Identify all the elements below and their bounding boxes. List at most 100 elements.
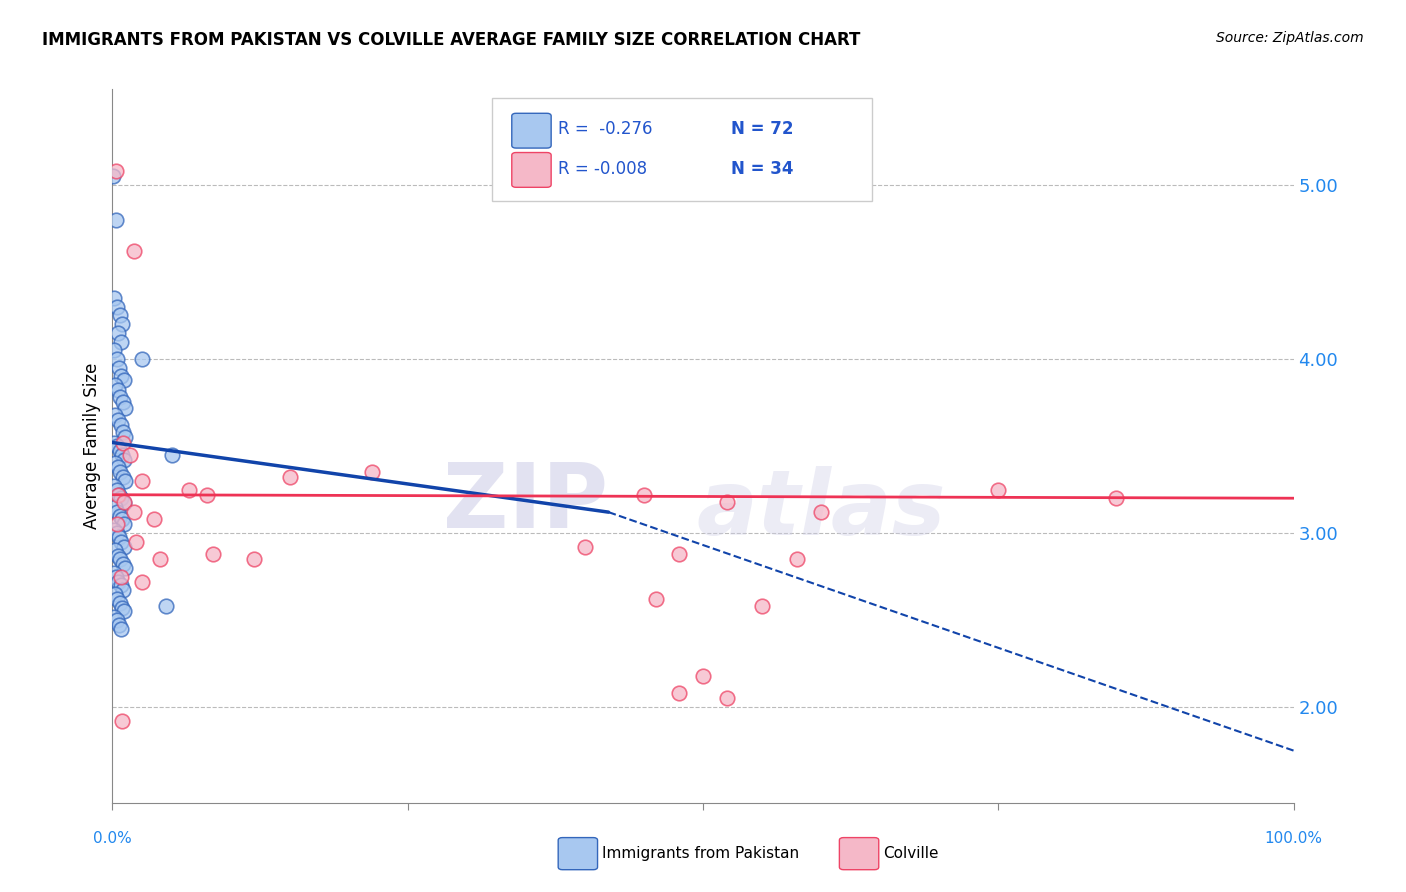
Point [110,534,132,549]
Point [120,448,142,462]
Point [810,505,832,519]
Point [105,526,128,541]
Point [786,552,808,566]
Point [103,479,125,493]
Point [107,488,129,502]
Point [108,508,131,523]
Point [112,373,135,387]
Text: 0.0%: 0.0% [93,831,132,847]
Point [131,351,153,366]
Text: atlas: atlas [696,467,946,554]
Point [179,483,201,497]
Point [751,599,773,614]
Point [201,547,224,561]
Point [111,317,134,331]
Point [103,523,125,537]
Point [111,395,134,409]
Point [110,569,132,583]
Point [105,439,128,453]
Point [149,552,172,566]
Point [114,430,136,444]
Point [112,496,135,510]
Point [112,425,135,439]
Point [105,505,128,519]
Point [111,714,134,728]
Point [105,212,128,227]
Point [108,552,131,566]
Point [107,549,129,563]
Point [1105,491,1128,506]
Point [108,390,131,404]
Point [103,435,125,450]
Point [107,413,129,427]
Point [108,465,131,479]
Point [110,418,132,433]
Text: 100.0%: 100.0% [1264,831,1323,847]
Point [104,457,127,471]
Point [112,540,135,554]
Point [104,500,127,514]
Point [644,592,666,607]
Point [108,360,131,375]
Point [112,583,135,598]
Point [108,309,131,323]
Point [105,351,128,366]
Point [114,561,136,575]
Text: IMMIGRANTS FROM PAKISTAN VS COLVILLE AVERAGE FAMILY SIZE CORRELATION CHART: IMMIGRANTS FROM PAKISTAN VS COLVILLE AVE… [42,31,860,49]
Point [110,578,132,592]
Point [633,488,655,502]
Point [111,470,134,484]
Point [105,592,128,607]
Point [103,291,125,305]
Point [111,448,134,462]
Point [104,543,127,558]
Text: N = 72: N = 72 [731,120,793,138]
Point [716,691,738,706]
Point [142,512,165,526]
Point [112,435,135,450]
Point [103,566,125,580]
Point [574,540,596,554]
Text: Colville: Colville [883,847,938,861]
Point [105,483,128,497]
Point [104,587,127,601]
Point [111,600,134,615]
Point [105,300,128,314]
Point [107,326,129,340]
Point [103,343,125,358]
Y-axis label: Average Family Size: Average Family Size [83,363,101,529]
Point [105,613,128,627]
Point [131,474,153,488]
Point [987,483,1010,497]
Point [108,488,131,502]
Point [108,444,131,458]
Point [131,574,153,589]
Point [105,569,128,583]
Point [692,669,714,683]
Point [108,596,131,610]
Point [107,384,129,398]
Point [108,618,131,632]
Point [101,169,124,184]
Text: N = 34: N = 34 [731,160,793,178]
Point [112,453,135,467]
Point [105,164,128,178]
Point [110,622,132,636]
Text: R = -0.008: R = -0.008 [558,160,647,178]
Point [160,448,183,462]
Point [155,599,177,614]
Point [716,494,738,508]
Point [103,609,125,624]
Point [107,459,129,474]
Point [114,474,136,488]
Point [668,547,690,561]
Point [668,686,690,700]
Point [107,574,129,589]
Point [104,378,127,392]
Point [111,512,134,526]
Point [361,465,384,479]
Point [104,408,127,422]
Point [195,488,218,502]
Point [278,470,301,484]
Point [110,369,132,384]
